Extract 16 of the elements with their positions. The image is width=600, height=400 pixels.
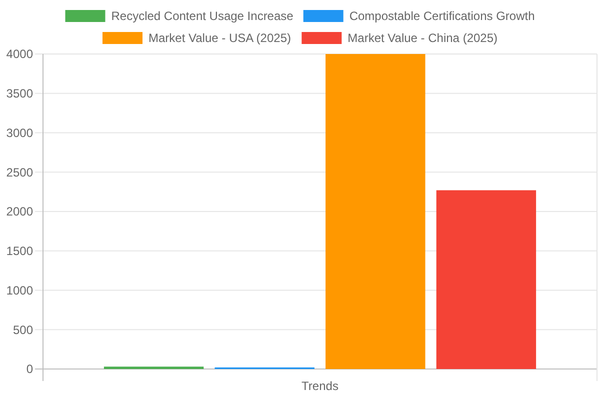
y-tick-label: 3500 xyxy=(6,86,34,101)
legend-label: Compostable Certifications Growth xyxy=(349,9,535,24)
y-tick-label: 1500 xyxy=(6,244,34,258)
y-tick-label: 500 xyxy=(12,322,34,337)
x-tick-label: Trends xyxy=(302,379,338,394)
bar xyxy=(326,54,426,369)
bar xyxy=(436,190,536,369)
legend-label: Market Value - USA (2025) xyxy=(148,31,292,46)
legend-label: Market Value - China (2025) xyxy=(348,31,498,46)
y-tick-label: 4000 xyxy=(6,47,34,62)
legend-label: Recycled Content Usage Increase xyxy=(111,9,294,24)
y-tick-label: 1000 xyxy=(6,283,34,298)
y-tick-label: 2000 xyxy=(6,204,34,219)
y-tick-label: 0 xyxy=(26,362,34,376)
y-tick-label: 3000 xyxy=(6,126,34,140)
y-tick-label: 2500 xyxy=(6,165,34,180)
